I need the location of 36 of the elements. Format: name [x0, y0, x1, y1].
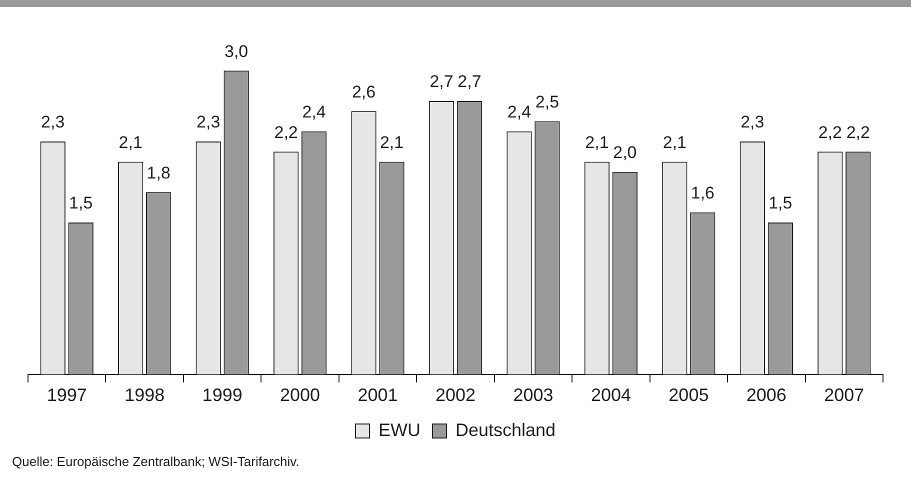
data-label: 2,3: [196, 112, 220, 132]
x-tick-label: 2000: [280, 385, 320, 406]
data-label: 3,0: [224, 42, 248, 61]
x-tick-label: 2003: [513, 385, 554, 406]
data-label: 2,1: [585, 132, 609, 152]
data-label: 2,7: [458, 72, 482, 92]
data-label: 1,5: [768, 194, 792, 213]
x-tick-label: 2007: [824, 385, 864, 406]
x-tick-label: 2001: [358, 385, 398, 406]
data-label: 2,6: [352, 82, 376, 102]
data-label: 2,2: [818, 122, 842, 142]
data-label: 2,1: [662, 132, 687, 152]
data-label: 2,4: [507, 102, 532, 122]
data-label: 1,5: [69, 194, 93, 213]
data-label: 2,5: [535, 92, 560, 112]
data-label: 2,3: [41, 112, 65, 132]
data-label: 2,4: [302, 102, 326, 122]
data-label: 2,0: [613, 143, 637, 162]
data-label: 1,6: [690, 184, 714, 203]
data-label: 2,2: [846, 122, 870, 142]
legend-label: Deutschland: [455, 420, 556, 440]
x-tick-label: 2002: [435, 385, 476, 406]
data-label: 2,2: [274, 122, 298, 142]
data-label: 1,8: [146, 163, 170, 182]
source-note: Quelle: Europäische Zentralbank; WSI-Tarifarchiv.: [12, 454, 300, 469]
data-label: 2,3: [740, 112, 764, 132]
data-label: 2,7: [430, 72, 454, 92]
data-label: 2,1: [380, 132, 404, 152]
x-tick-label: 1999: [202, 385, 242, 406]
x-tick-label: 1997: [46, 385, 87, 406]
x-tick-label: 2005: [668, 385, 709, 406]
x-tick-label: 2006: [746, 385, 786, 406]
legend-label: EWU: [378, 420, 420, 440]
x-tick-label: 1998: [124, 385, 165, 406]
data-label: 2,1: [118, 132, 142, 152]
x-tick-label: 2004: [590, 385, 631, 406]
